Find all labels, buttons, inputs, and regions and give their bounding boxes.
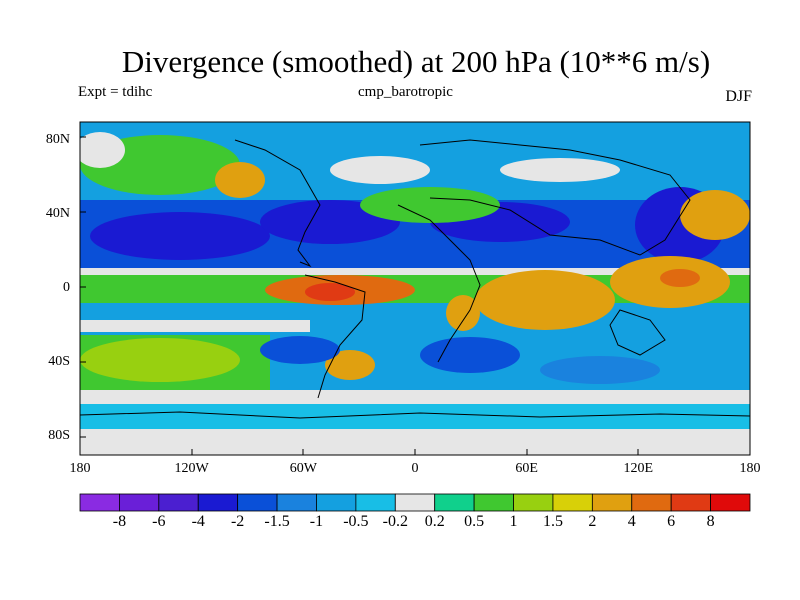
colorbar-swatch (631, 493, 672, 512)
s-convergence (540, 356, 660, 384)
s-convergence (420, 337, 520, 373)
n-america-divergence (215, 162, 265, 198)
colorbar-label: -2 (230, 513, 245, 530)
colorbar-swatch (316, 493, 357, 512)
n-w-pacific-divergence (680, 190, 750, 240)
colorbar-label: 1.5 (542, 513, 563, 530)
x-tick-label: 60E (515, 461, 538, 476)
near-zero-patch (500, 158, 620, 182)
colorbar (79, 493, 751, 512)
colorbar-label: -1 (309, 513, 324, 530)
indian-ocean-divergence (475, 270, 615, 330)
coastlines (80, 139, 750, 419)
southern-ocean (80, 404, 750, 429)
near-zero-band (80, 320, 310, 332)
season-label: DJF (725, 88, 752, 105)
s-convergence (260, 336, 340, 364)
near-zero-patch (80, 132, 125, 168)
colorbar-swatch (552, 493, 593, 512)
divergence-field (80, 122, 750, 455)
y-tick-label: 80N (45, 131, 70, 147)
colorbar-swatch (355, 493, 396, 512)
x-tick-label: 180 (69, 461, 91, 476)
colorbar-swatch (237, 493, 278, 512)
colorbar-swatch (710, 493, 751, 512)
colorbar-label: 4 (627, 513, 636, 530)
s-atlantic-divergence (325, 350, 375, 380)
near-zero-band (80, 268, 750, 276)
y-tick-label: 0 (63, 279, 70, 295)
near-zero-patch (330, 156, 430, 184)
experiment-label: Expt = tdihc (78, 84, 153, 100)
colorbar-label: 0.5 (464, 513, 485, 530)
s-america-max (305, 283, 355, 301)
y-tick-label: 80S (48, 427, 70, 443)
colorbar-label: 2 (588, 513, 597, 530)
south-pacific-core (80, 338, 240, 382)
colorbar-swatch (197, 493, 239, 512)
colorbar-swatch (670, 493, 711, 512)
y-tick-label: 40N (45, 205, 70, 221)
x-tick-label: 120E (623, 461, 654, 476)
colorbar-label: 8 (706, 513, 715, 530)
colorbar-label: 6 (667, 513, 676, 530)
colorbar-label: -1.5 (264, 513, 290, 530)
y-tick-label: 40S (48, 353, 70, 369)
colorbar-swatch (434, 493, 475, 512)
colorbar-label: -6 (152, 513, 166, 530)
colorbar-swatch (591, 493, 633, 512)
x-tick-label: 180 (739, 461, 761, 476)
africa-divergence (446, 295, 480, 331)
colorbar-label: -4 (191, 513, 205, 530)
colorbar-swatch (276, 493, 317, 512)
n-atlantic-divergence (360, 187, 500, 223)
near-zero-band (80, 390, 750, 404)
x-tick-label: 60W (289, 461, 317, 476)
convergence-core (90, 212, 270, 260)
colorbar-swatch (79, 493, 120, 512)
colorbar-label: -0.2 (382, 513, 408, 530)
colorbar-swatch (394, 493, 436, 512)
colorbar-label: -0.5 (343, 513, 369, 530)
case-label: cmp_barotropic (358, 84, 453, 100)
axis-ticks (80, 136, 639, 455)
colorbar-label: -8 (112, 513, 127, 530)
x-tick-label: 120W (174, 461, 209, 476)
colorbar-label: 0.2 (424, 513, 445, 530)
arctic (80, 122, 750, 134)
colorbar-swatch (513, 493, 554, 512)
colorbar-swatch (473, 493, 514, 512)
chart-title: Divergence (smoothed) at 200 hPa (10**6 … (121, 44, 711, 79)
colorbar-swatch (119, 493, 160, 512)
west-pacific-max (660, 269, 700, 287)
colorbar-swatch (158, 493, 199, 512)
x-tick-label: 0 (411, 461, 419, 476)
colorbar-label: 1 (509, 513, 518, 530)
